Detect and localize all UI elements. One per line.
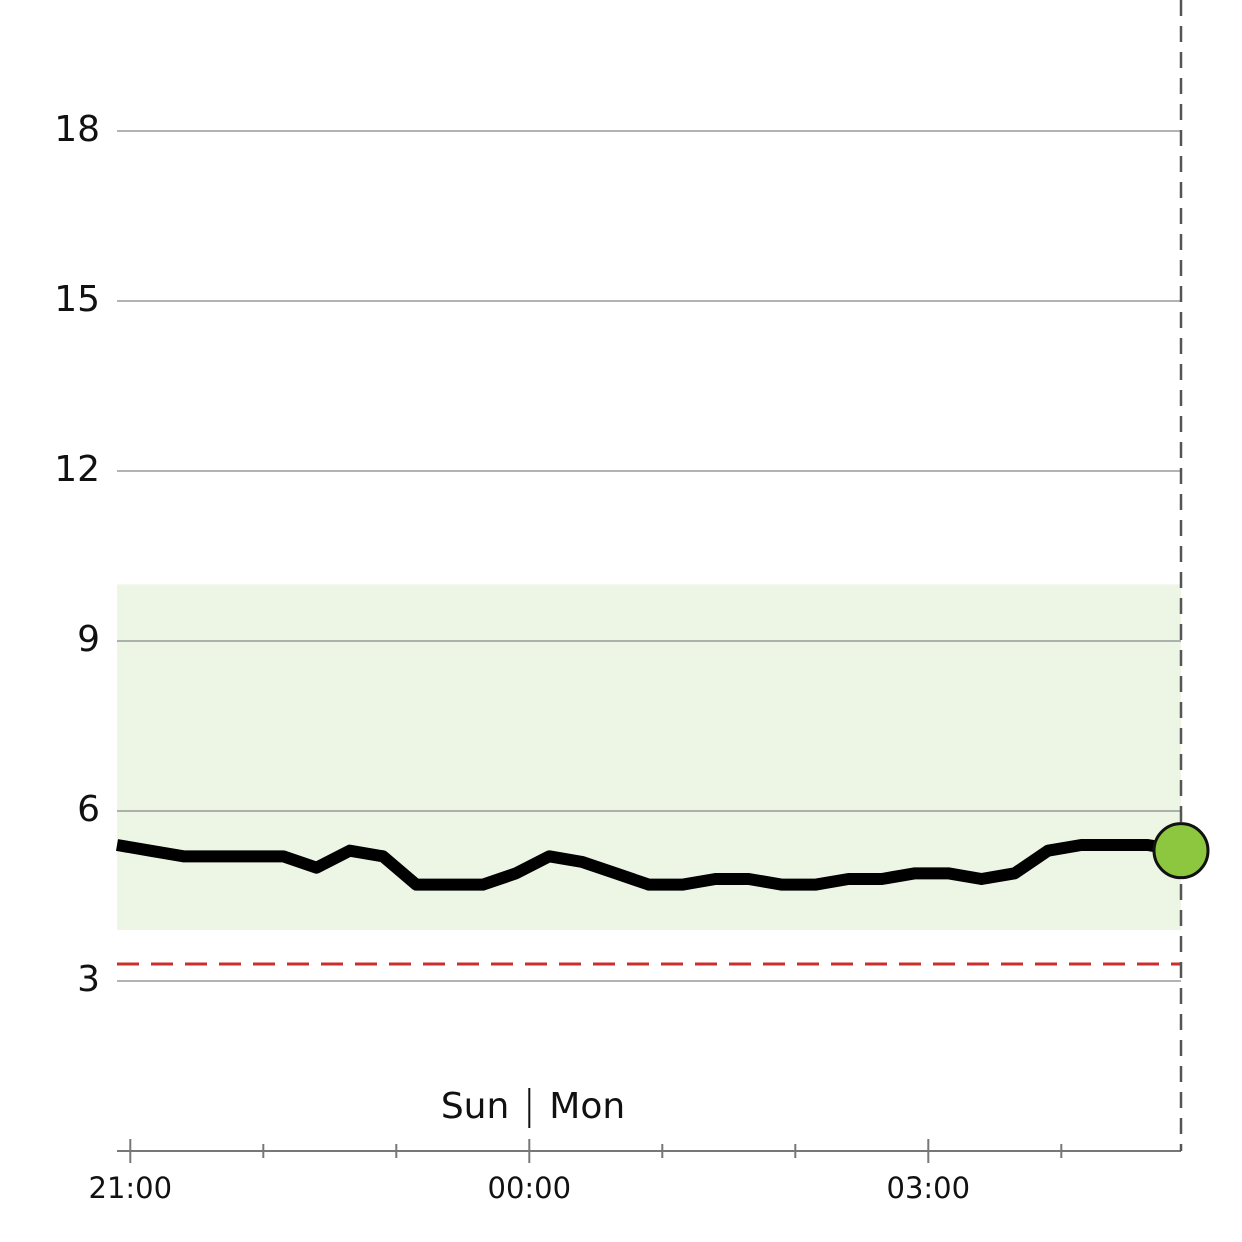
x-tick-label: 03:00 [887, 1171, 971, 1205]
y-tick-label: 18 [54, 109, 100, 150]
y-tick-label: 3 [77, 959, 100, 1000]
y-tick-label: 9 [77, 619, 100, 660]
current-reading [1152, 822, 1210, 880]
day-label: Sun [441, 1086, 509, 1127]
x-tick-label: 00:00 [488, 1171, 572, 1205]
target-range [117, 584, 1181, 931]
y-tick-label: 12 [54, 449, 100, 490]
glucose-line [115, 839, 1183, 891]
day-label: Mon [549, 1086, 625, 1127]
y-tick-label: 15 [54, 279, 100, 320]
y-tick-label: 6 [77, 789, 100, 830]
x-tick-label: 21:00 [89, 1171, 173, 1205]
